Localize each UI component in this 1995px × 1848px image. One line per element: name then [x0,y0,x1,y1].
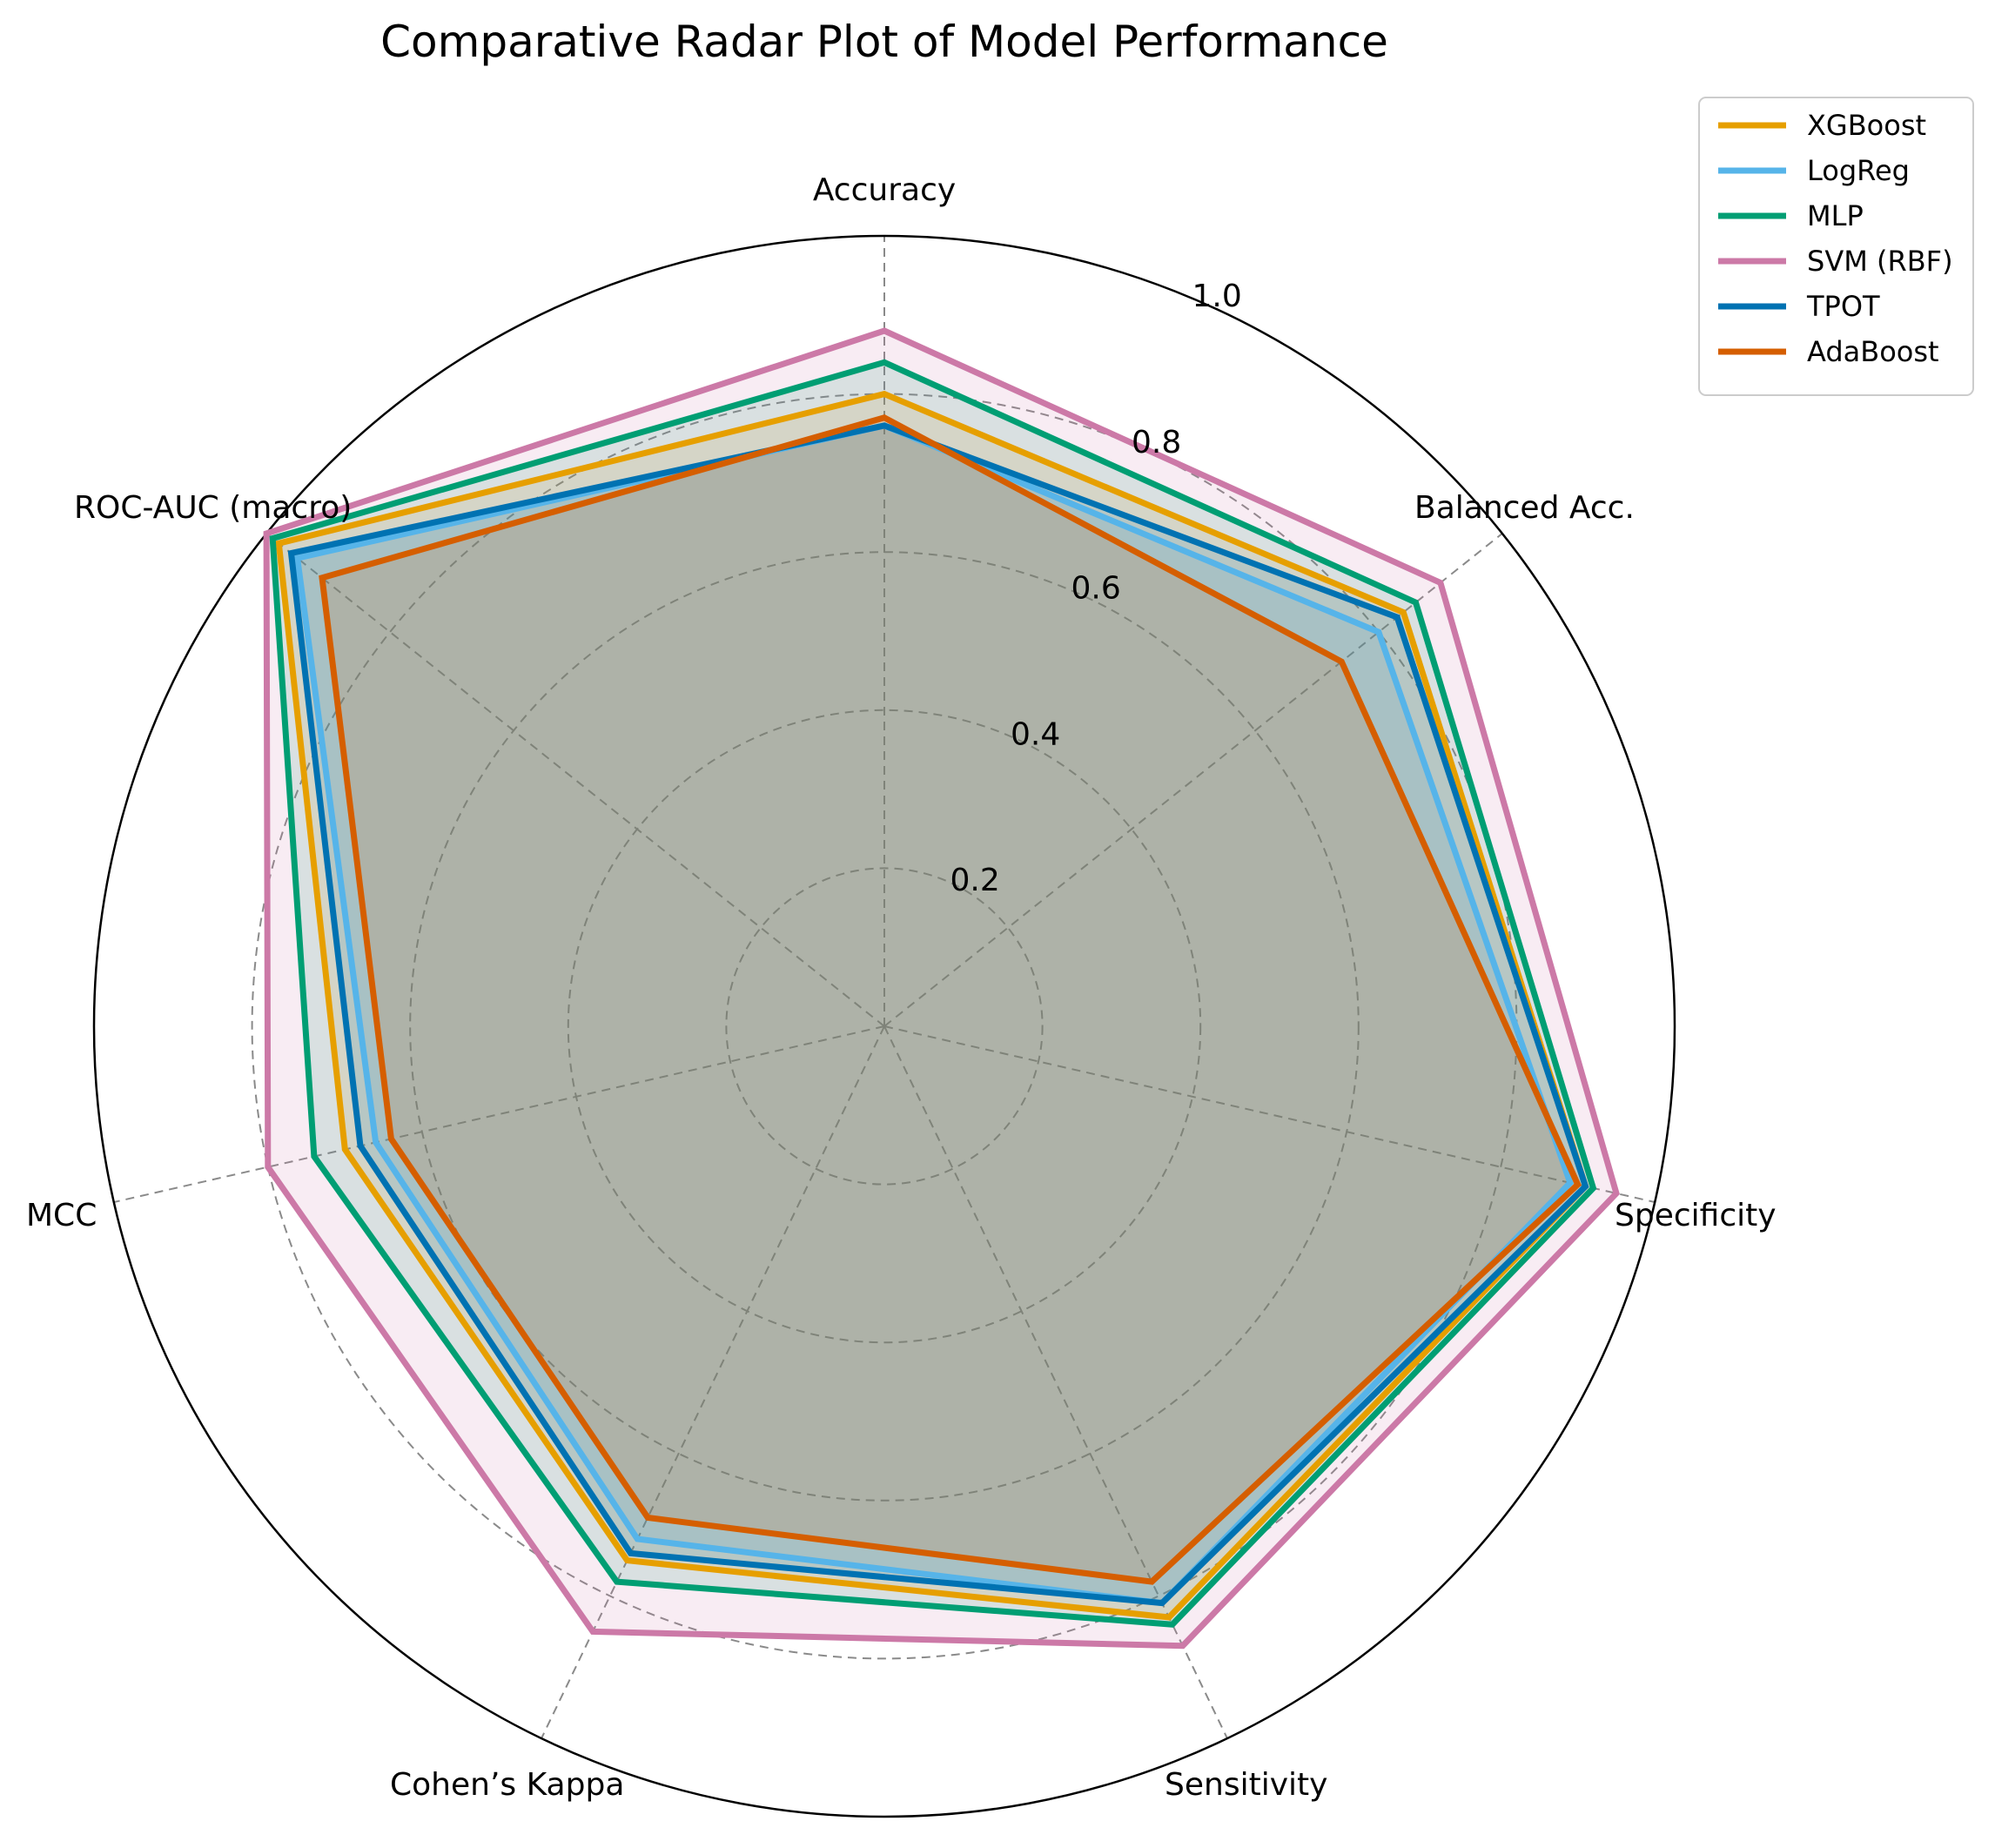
grid-spoke-4 [541,1025,885,1739]
grid-spoke-2 [883,1025,1656,1204]
grid-circle-1 [567,709,1202,1344]
grid-circle-0 [725,867,1044,1186]
legend-label-5: AdaBoost [1807,335,1939,368]
series-fill-2 [272,362,1594,1625]
series-line-1 [293,422,1574,1607]
axis-label-0: Accuracy [813,172,956,208]
radar-series [263,327,1620,1650]
series-fill-5 [322,417,1578,1583]
series-fill-1 [297,425,1570,1603]
legend: XGBoost LogReg MLP SVM (RBF) TPOT AdaBoost [1698,97,1974,396]
series-line-5 [319,414,1582,1585]
grid-spoke-5 [113,1025,885,1204]
series-line-2 [269,359,1597,1628]
radial-ticks: 0.2 0.4 0.6 0.8 1.0 [950,279,1241,898]
axis-label-2: Specificity [1615,1198,1777,1233]
series-fill-3 [266,331,1617,1646]
series-line-3 [263,327,1620,1650]
series-fill-4 [291,425,1586,1603]
legend-label-1: LogReg [1807,154,1910,187]
legend-label-3: SVM (RBF) [1807,245,1953,278]
r-tick-label-0: 0.2 [950,863,999,898]
legend-label-0: XGBoost [1807,109,1926,142]
legend-label-4: TPOT [1806,290,1880,323]
grid-spoke-6 [265,533,885,1027]
axis-label-3: Sensitivity [1165,1767,1327,1803]
outer-frame [92,234,1676,1818]
axis-label-6: ROC-AUC (macro) [74,490,352,526]
axis-label-1: Balanced Acc. [1414,490,1635,526]
chart-title: Comparative Radar Plot of Model Performa… [380,17,1388,67]
axis-label-4: Cohen’s Kappa [390,1767,624,1803]
series-line-4 [287,422,1589,1607]
series-line-0 [275,390,1589,1621]
r-tick-label-4: 1.0 [1192,279,1241,314]
r-tick-label-2: 0.6 [1071,571,1120,607]
series-fill-0 [279,393,1586,1618]
r-tick-label-3: 0.8 [1132,425,1181,460]
r-tick-label-1: 0.4 [1011,716,1060,752]
legend-label-2: MLP [1807,199,1864,232]
axis-label-5: MCC [26,1198,97,1233]
category-labels: Accuracy Balanced Acc. Specificity Sensitiv… [26,172,1777,1803]
